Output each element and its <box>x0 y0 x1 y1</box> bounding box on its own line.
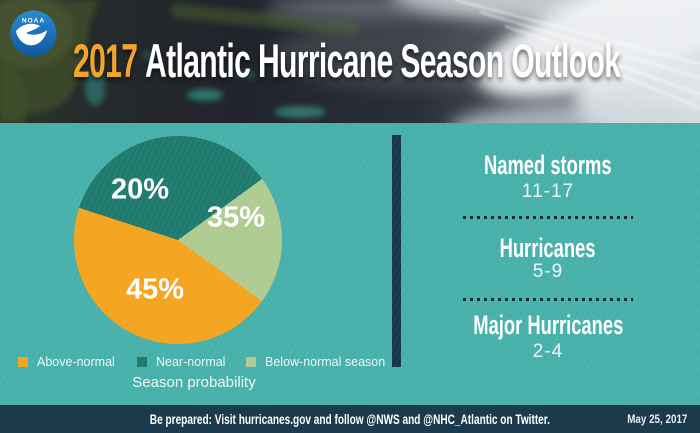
title-text: Atlantic Hurricane Season Outlook <box>145 34 621 87</box>
stat-range-hurricanes: 5-9 <box>532 261 564 282</box>
title-year: 2017 <box>73 34 138 87</box>
legend-swatch-below-normal <box>246 357 256 367</box>
stat-range-major-hurricanes: 2-4 <box>532 341 564 362</box>
legend-swatch-near-normal <box>137 357 147 367</box>
stat-label-major-hurricanes: Major Hurricanes <box>472 310 623 340</box>
stats-column: Named storms 11-17 Hurricanes 5-9 Major … <box>398 123 698 405</box>
legend-item-above-normal: Above-normal <box>18 355 115 369</box>
page-title: 2017 Atlantic Hurricane Season Outlook <box>73 34 621 87</box>
noaa-logo-text: NOAA <box>22 18 45 25</box>
stat-range-named-storms: 11-17 <box>521 181 575 202</box>
noaa-logo: NOAA <box>10 10 57 57</box>
pie-chart: 35% 45% 20% <box>74 136 282 344</box>
footer-message: Be prepared: Visit hurricanes.gov and fo… <box>149 411 551 427</box>
legend-label-above-normal: Above-normal <box>37 355 115 369</box>
dotted-separator <box>398 216 698 219</box>
legend-item-below-normal: Below-normal season <box>246 355 386 369</box>
legend-swatch-above-normal <box>18 357 28 367</box>
pie-label-above-normal: 45% <box>125 273 185 306</box>
footer-bar: Be prepared: Visit hurricanes.gov and fo… <box>0 405 700 433</box>
chart-caption: Season probability <box>132 374 256 391</box>
legend-label-near-normal: Near-normal <box>156 355 226 369</box>
pie-label-below-normal: 20% <box>110 173 170 206</box>
noaa-seagull-icon <box>16 23 47 46</box>
legend-item-near-normal: Near-normal <box>137 355 226 369</box>
stat-label-named-storms: Named storms <box>484 150 612 180</box>
dotted-separator <box>398 298 698 301</box>
stat-label-hurricanes: Hurricanes <box>500 233 596 263</box>
footer-date: May 25, 2017 <box>626 412 687 426</box>
vertical-divider <box>392 135 401 367</box>
banner: NOAA 2017 Atlantic Hurricane Season Outlo… <box>0 0 700 123</box>
legend-label-below-normal: Below-normal season <box>265 355 386 369</box>
main-panel: 35% 45% 20% Above-normal Near-normal Bel… <box>0 123 700 405</box>
pie-label-near-normal: 35% <box>206 201 266 234</box>
